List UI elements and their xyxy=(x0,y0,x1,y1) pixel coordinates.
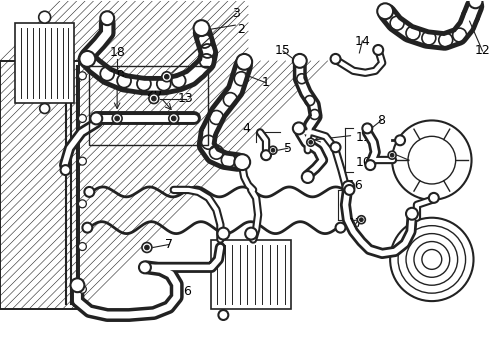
Circle shape xyxy=(219,310,228,320)
Circle shape xyxy=(388,151,396,159)
Circle shape xyxy=(78,157,86,165)
Circle shape xyxy=(373,45,383,55)
Circle shape xyxy=(362,123,372,133)
Circle shape xyxy=(468,0,483,8)
Circle shape xyxy=(165,75,169,79)
Bar xyxy=(0,61,79,309)
Circle shape xyxy=(331,142,341,152)
Circle shape xyxy=(149,94,159,104)
Text: 11: 11 xyxy=(355,131,371,144)
Text: 16: 16 xyxy=(347,179,363,193)
Circle shape xyxy=(234,154,250,170)
Circle shape xyxy=(78,72,86,80)
Text: 1: 1 xyxy=(262,76,270,89)
Circle shape xyxy=(145,245,149,250)
Text: 9: 9 xyxy=(405,154,413,167)
Circle shape xyxy=(218,228,229,239)
Circle shape xyxy=(344,185,354,195)
Text: 15: 15 xyxy=(275,44,291,58)
Circle shape xyxy=(82,223,92,233)
Circle shape xyxy=(112,113,122,123)
Text: 8: 8 xyxy=(377,114,385,127)
Circle shape xyxy=(366,160,375,170)
Text: 17: 17 xyxy=(347,217,363,230)
Text: 5: 5 xyxy=(284,142,292,155)
Circle shape xyxy=(71,278,84,292)
Text: 3: 3 xyxy=(232,7,240,20)
Circle shape xyxy=(142,243,152,252)
Circle shape xyxy=(307,138,315,146)
Circle shape xyxy=(302,171,314,183)
Circle shape xyxy=(78,114,86,122)
Text: 20: 20 xyxy=(146,86,162,99)
Text: 6: 6 xyxy=(183,285,191,298)
Circle shape xyxy=(357,216,366,224)
Bar xyxy=(89,66,208,145)
Circle shape xyxy=(293,54,307,68)
Circle shape xyxy=(162,72,172,82)
Text: 14: 14 xyxy=(354,35,370,48)
Circle shape xyxy=(360,218,363,221)
Circle shape xyxy=(395,135,405,145)
Circle shape xyxy=(271,148,275,152)
Circle shape xyxy=(392,121,471,200)
Circle shape xyxy=(343,181,354,193)
Circle shape xyxy=(377,3,393,19)
Circle shape xyxy=(169,113,179,123)
Circle shape xyxy=(261,150,271,160)
Circle shape xyxy=(429,193,439,203)
Circle shape xyxy=(61,165,71,175)
Circle shape xyxy=(336,223,345,233)
Bar xyxy=(212,239,291,309)
Circle shape xyxy=(245,228,257,239)
Circle shape xyxy=(331,54,341,64)
Circle shape xyxy=(293,122,305,134)
Circle shape xyxy=(139,261,151,273)
Text: 12: 12 xyxy=(475,44,490,58)
Circle shape xyxy=(78,200,86,208)
Circle shape xyxy=(151,96,156,101)
Circle shape xyxy=(84,187,94,197)
Circle shape xyxy=(79,51,95,67)
Circle shape xyxy=(90,112,102,125)
Circle shape xyxy=(40,104,49,113)
Text: 2: 2 xyxy=(237,23,245,36)
Circle shape xyxy=(391,153,394,157)
Text: 19: 19 xyxy=(109,69,125,82)
Text: 7: 7 xyxy=(165,238,173,251)
Circle shape xyxy=(100,11,114,25)
Text: 18: 18 xyxy=(109,46,125,59)
Circle shape xyxy=(194,20,209,36)
Circle shape xyxy=(78,243,86,251)
Circle shape xyxy=(406,208,418,220)
Circle shape xyxy=(172,116,176,121)
Bar xyxy=(15,23,74,103)
Circle shape xyxy=(236,54,252,70)
Circle shape xyxy=(309,140,313,144)
Text: 10: 10 xyxy=(355,156,371,168)
Circle shape xyxy=(78,285,86,293)
Circle shape xyxy=(115,116,120,121)
Bar xyxy=(0,61,79,309)
Circle shape xyxy=(269,146,277,154)
Text: 4: 4 xyxy=(242,122,250,135)
Circle shape xyxy=(39,11,50,23)
Circle shape xyxy=(390,218,473,301)
Text: 13: 13 xyxy=(178,92,194,105)
